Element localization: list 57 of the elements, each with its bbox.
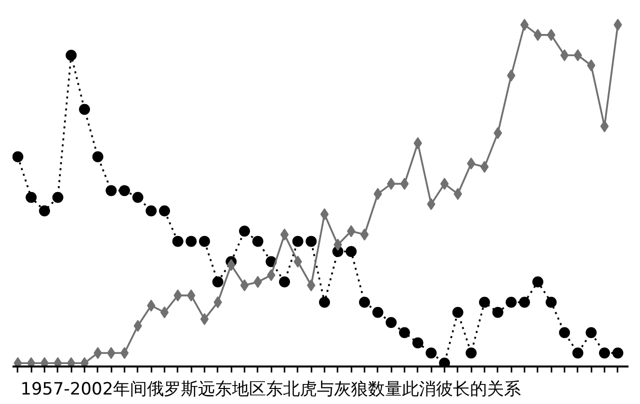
point — [66, 50, 77, 61]
point — [160, 306, 169, 318]
point — [466, 347, 477, 358]
point — [520, 18, 529, 31]
point — [240, 279, 249, 292]
point — [546, 296, 557, 308]
point — [439, 358, 450, 366]
point — [306, 236, 317, 247]
point — [452, 306, 464, 318]
point — [399, 327, 410, 338]
point — [280, 228, 289, 241]
point — [146, 205, 157, 216]
point — [506, 296, 517, 308]
point — [599, 347, 610, 358]
point — [559, 327, 570, 338]
point — [39, 205, 50, 216]
point — [52, 192, 64, 203]
point — [612, 347, 624, 358]
point — [279, 276, 290, 288]
point — [292, 236, 304, 247]
point — [360, 228, 369, 241]
point — [120, 346, 129, 359]
point — [372, 306, 384, 318]
point — [346, 246, 357, 257]
point — [400, 178, 409, 190]
point — [92, 151, 104, 162]
point — [359, 296, 370, 308]
point — [79, 104, 90, 115]
point — [159, 205, 170, 216]
point — [200, 313, 209, 326]
point — [532, 276, 544, 288]
point — [572, 347, 584, 358]
point — [320, 208, 329, 220]
point — [212, 276, 224, 288]
point — [132, 192, 144, 203]
point — [172, 236, 184, 247]
point — [492, 306, 504, 318]
point — [386, 317, 397, 328]
point — [480, 160, 489, 173]
point — [440, 178, 449, 190]
text: 1957-2002年间俄罗斯远东地区东北虎与灰狼数量此消彼长的关系 — [20, 380, 522, 400]
point — [252, 236, 264, 247]
point — [560, 49, 569, 62]
point — [600, 120, 609, 132]
point — [26, 192, 37, 203]
point — [479, 296, 490, 308]
point — [119, 185, 130, 196]
point — [586, 327, 597, 338]
point — [319, 296, 330, 308]
point — [239, 226, 250, 237]
point — [12, 151, 24, 162]
point — [106, 185, 117, 196]
point — [199, 236, 210, 247]
point — [186, 236, 197, 247]
point — [412, 337, 424, 348]
point — [426, 347, 437, 358]
point — [519, 296, 530, 308]
